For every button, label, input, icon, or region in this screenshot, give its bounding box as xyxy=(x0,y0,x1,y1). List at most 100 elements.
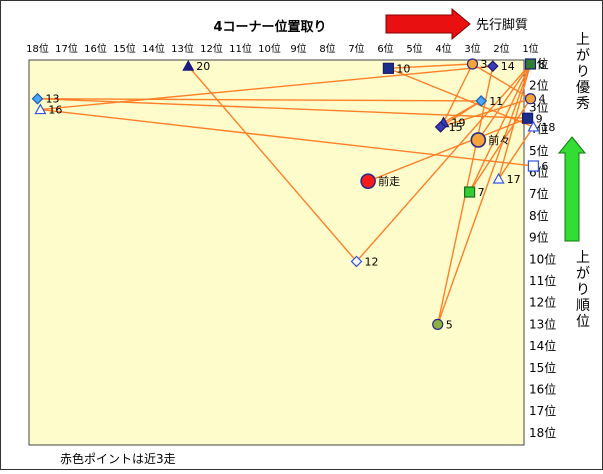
x-tick-label: 3位 xyxy=(464,42,480,55)
connection-line xyxy=(40,65,493,111)
y-tick-labels: 1位2位3位4位5位6位7位8位9位10位11位12位13位14位15位16位1… xyxy=(529,56,556,440)
connection-line xyxy=(388,63,473,70)
data-point-marker xyxy=(524,58,537,70)
data-point-marker xyxy=(524,93,537,105)
y-tick-label: 13位 xyxy=(529,316,556,331)
data-point-label: 9 xyxy=(536,112,543,125)
data-point-marker xyxy=(486,60,499,73)
y-tick-label: 16位 xyxy=(529,382,556,397)
x-tick-label: 16位 xyxy=(84,42,107,55)
connection-line xyxy=(440,100,482,128)
data-point-label: 11 xyxy=(489,95,503,108)
connection-lines xyxy=(37,63,534,325)
data-point-label: 6 xyxy=(541,160,548,173)
x-tick-label: 18位 xyxy=(26,42,49,55)
y-tick-label: 17位 xyxy=(529,403,556,418)
y-tick-label: 18位 xyxy=(529,425,556,440)
data-point-marker xyxy=(466,58,479,70)
connection-line xyxy=(355,63,532,262)
x-tick-label: 17位 xyxy=(55,42,78,55)
connection-line xyxy=(437,63,532,325)
plot-area xyxy=(28,59,525,446)
y-tick-label: 11位 xyxy=(529,273,556,288)
chart-title: 4コーナー位置取り xyxy=(213,19,326,35)
connection-line xyxy=(440,98,531,128)
connection-line xyxy=(497,63,532,180)
x-tick-label: 10位 xyxy=(258,42,281,55)
data-point-label: 20 xyxy=(196,60,210,73)
x-tick-label: 7位 xyxy=(348,42,364,55)
x-tick-label: 6位 xyxy=(377,42,393,55)
y-tick-label: 15位 xyxy=(529,360,556,375)
data-point-marker xyxy=(382,62,394,74)
x-tick-label: 12位 xyxy=(200,42,223,55)
x-arrow-label: 先行脚質 xyxy=(476,17,528,33)
y-tick-label: 8位 xyxy=(529,208,549,223)
up-arrow-icon xyxy=(557,136,587,242)
x-tick-label: 9位 xyxy=(290,42,306,55)
data-point-label: 10 xyxy=(396,62,410,75)
data-point-marker xyxy=(470,132,487,148)
data-point-label: 3 xyxy=(481,58,488,71)
y-tick-label: 5位 xyxy=(529,143,549,158)
data-point-label: 18 xyxy=(541,121,555,134)
data-point-marker xyxy=(521,112,534,124)
data-point-label: 5 xyxy=(446,318,453,331)
data-point-label: 7 xyxy=(478,186,485,199)
data-point-label: 前々 xyxy=(488,133,510,147)
data-point-label: 13 xyxy=(46,93,60,106)
data-point-label: 12 xyxy=(365,255,379,268)
data-point-marker xyxy=(492,172,505,184)
x-tick-label: 4位 xyxy=(435,42,451,55)
data-point-marker xyxy=(434,121,447,133)
x-tick-label: 11位 xyxy=(229,42,252,55)
y-tick-label: 7位 xyxy=(529,186,549,201)
x-tick-label: 8位 xyxy=(319,42,335,55)
connection-line xyxy=(468,63,532,193)
data-point-marker xyxy=(475,95,488,107)
data-point-marker xyxy=(182,59,195,71)
y-tick-label: 12位 xyxy=(529,295,556,310)
x-tick-labels: 18位 17位 16位 15位 14位 13位 12位 11位 10位 9位 8位 7位 6位 5位 4位 3… xyxy=(26,42,539,55)
connection-line xyxy=(442,63,474,123)
data-point-marker xyxy=(464,186,476,198)
data-point-marker xyxy=(360,173,376,189)
data-point-marker xyxy=(350,255,363,268)
connection-line xyxy=(187,65,358,262)
y-tick-label: 14位 xyxy=(529,338,556,353)
x-tick-label: 1位 xyxy=(522,42,538,55)
right-arrow-icon xyxy=(385,7,471,41)
data-point-label: 4 xyxy=(539,93,546,106)
y-arrow-top-label: 上がり優秀 xyxy=(576,32,590,112)
connection-line xyxy=(477,63,532,141)
connection-line xyxy=(40,108,534,167)
data-point-marker xyxy=(31,92,44,105)
footnote: 赤色ポイントは近3走 xyxy=(60,452,176,466)
y-tick-label: 10位 xyxy=(529,251,556,266)
y-tick-label: 9位 xyxy=(529,230,549,245)
data-point-marker xyxy=(527,160,540,172)
connection-line xyxy=(367,117,528,182)
data-point-label: 8 xyxy=(539,58,546,71)
data-point-marker xyxy=(527,120,540,132)
data-point-label: 前走 xyxy=(378,174,400,188)
data-point-label: 17 xyxy=(507,173,521,186)
x-direction-arrow: 先行脚質 xyxy=(385,7,528,41)
data-point-label: 16 xyxy=(48,104,62,117)
connection-line xyxy=(498,126,534,180)
data-point-label: 19 xyxy=(452,117,466,130)
connection-line xyxy=(469,98,532,193)
x-tick-label: 5位 xyxy=(406,42,422,55)
x-tick-label: 13位 xyxy=(171,42,194,55)
y-tick-label: 2位 xyxy=(529,78,549,93)
y-direction-arrow: 上がり優秀 上がり順位 xyxy=(557,32,590,330)
x-tick-label: 15位 xyxy=(113,42,136,55)
x-tick-label: 14位 xyxy=(142,42,165,55)
data-point-label: 15 xyxy=(449,121,463,134)
connection-line xyxy=(37,98,482,102)
data-point-marker xyxy=(34,103,47,115)
data-point-marker xyxy=(432,318,444,330)
